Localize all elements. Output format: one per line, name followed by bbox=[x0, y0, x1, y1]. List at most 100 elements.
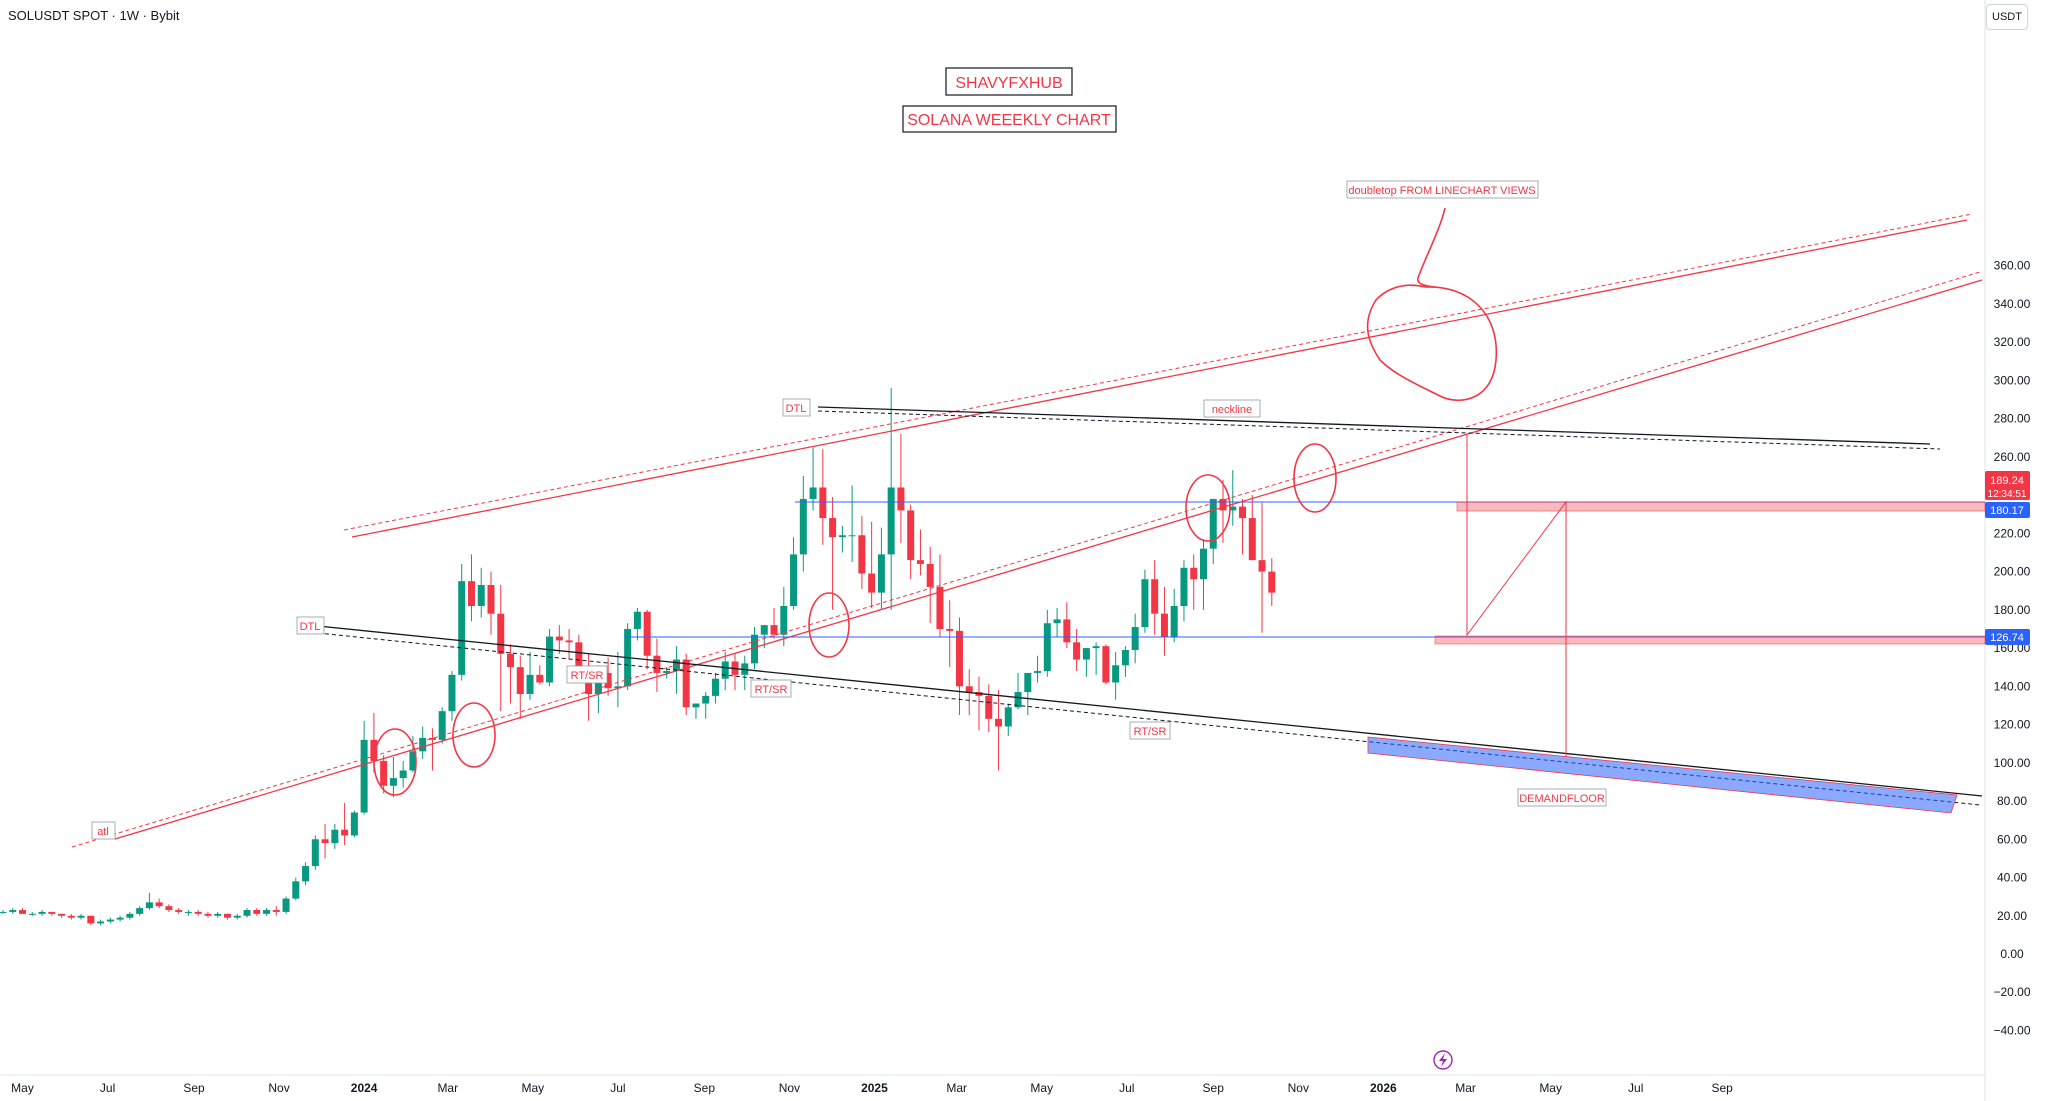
candle-body bbox=[155, 902, 163, 907]
candle bbox=[497, 584, 505, 712]
candle-body bbox=[985, 695, 993, 719]
candle bbox=[272, 906, 280, 916]
price-tick-label: 360.00 bbox=[1994, 259, 2031, 273]
candle bbox=[829, 497, 837, 610]
candle-body bbox=[428, 737, 436, 740]
lower-dtl-dashed-line bbox=[317, 632, 1981, 806]
candle-body bbox=[780, 606, 788, 635]
candle-body bbox=[9, 910, 17, 912]
candle-body bbox=[97, 921, 105, 924]
level-2-value: 126.74 bbox=[1990, 632, 2024, 644]
candle-body bbox=[965, 686, 973, 693]
candle-body bbox=[350, 812, 358, 836]
candle-body bbox=[819, 487, 827, 519]
candle-body bbox=[868, 573, 876, 593]
candle-body bbox=[1053, 619, 1061, 624]
candle bbox=[389, 757, 397, 798]
candle bbox=[409, 736, 417, 773]
candle-body bbox=[1170, 606, 1178, 637]
candle-body bbox=[1151, 579, 1159, 614]
candle-body bbox=[916, 560, 924, 564]
candle bbox=[1014, 672, 1022, 710]
candle bbox=[614, 651, 622, 708]
candle-body bbox=[1160, 613, 1168, 637]
price-tick-label: 40.00 bbox=[1997, 871, 2027, 885]
rtsr-label-1-box bbox=[566, 665, 608, 684]
price-tick-label: 200.00 bbox=[1994, 565, 2031, 579]
candle bbox=[1053, 607, 1061, 637]
candle bbox=[926, 546, 934, 624]
candle bbox=[428, 728, 436, 771]
candle bbox=[770, 607, 778, 639]
candle bbox=[1004, 703, 1012, 737]
candle-body bbox=[243, 910, 251, 916]
candle bbox=[282, 896, 290, 914]
candle bbox=[1141, 569, 1149, 633]
candle bbox=[1229, 470, 1237, 526]
candle bbox=[1170, 588, 1178, 643]
lower-channel-line bbox=[114, 279, 1983, 840]
currency-selector[interactable]: USDT bbox=[1986, 4, 2028, 30]
rtsr-label-1: RT/SR bbox=[571, 670, 604, 682]
candle-body bbox=[175, 910, 183, 912]
candle-body bbox=[497, 613, 505, 654]
candle bbox=[897, 433, 905, 543]
candle bbox=[350, 810, 358, 838]
circle-annotation-5 bbox=[1293, 443, 1337, 513]
time-tick-label: Sep bbox=[183, 1081, 205, 1095]
candle-body bbox=[663, 671, 671, 673]
candle bbox=[9, 908, 17, 914]
candle bbox=[1034, 655, 1042, 683]
time-tick-label: May bbox=[1539, 1081, 1562, 1095]
neckline-label-box bbox=[1203, 399, 1261, 418]
candle bbox=[253, 908, 261, 916]
candle bbox=[194, 910, 202, 916]
candle bbox=[38, 910, 46, 916]
candle-body bbox=[233, 915, 241, 918]
candle-body bbox=[1131, 627, 1139, 650]
candle-body bbox=[477, 584, 485, 607]
demandfloor-label: DEMANDFLOOR bbox=[1519, 793, 1605, 805]
candle-body bbox=[887, 487, 895, 555]
candle-body bbox=[565, 640, 573, 643]
candle-body bbox=[399, 770, 407, 779]
circle-annotation-4 bbox=[1185, 474, 1231, 542]
bolt-icon[interactable] bbox=[1433, 1050, 1453, 1070]
candle-body bbox=[702, 695, 710, 704]
time-tick-label: Nov bbox=[779, 1081, 800, 1095]
candle bbox=[136, 906, 144, 916]
candle-body bbox=[214, 913, 222, 916]
candle bbox=[516, 655, 524, 719]
candle bbox=[848, 485, 856, 563]
neckline-line bbox=[817, 406, 1931, 445]
candle bbox=[87, 915, 95, 926]
candle bbox=[692, 703, 700, 719]
candle-body bbox=[643, 611, 651, 656]
candle-body bbox=[1239, 506, 1247, 519]
candle-body bbox=[223, 913, 231, 918]
price-tick-label: 300.00 bbox=[1994, 373, 2031, 387]
candle-body bbox=[38, 911, 46, 914]
symbol-title: SOLUSDT SPOT · 1W · Bybit bbox=[8, 8, 180, 23]
time-tick-label: Jul bbox=[1628, 1081, 1643, 1095]
candle-body bbox=[594, 672, 602, 694]
candle bbox=[1248, 495, 1256, 561]
price-tick-label: 60.00 bbox=[1997, 832, 2027, 846]
candle bbox=[48, 911, 56, 916]
candle bbox=[809, 447, 817, 511]
candle-body bbox=[1199, 548, 1207, 580]
candle bbox=[858, 516, 866, 589]
candle bbox=[1024, 672, 1032, 715]
time-axis[interactable]: May Jul Sep Nov 2024 Mar May Jul Sep Nov 2025 Mar Ma… bbox=[11, 1081, 1733, 1095]
candle-body bbox=[790, 554, 798, 607]
chart-subtitle: SOLANA WEEEKLY CHART bbox=[907, 112, 1111, 129]
atl-label-box bbox=[91, 821, 116, 840]
candle bbox=[1043, 609, 1051, 677]
candle bbox=[555, 625, 563, 654]
price-axis[interactable]: −40.00 −20.00 0.00 20.00 40.00 60.00 80.00 100.… bbox=[1993, 259, 2030, 1038]
candle-body bbox=[58, 913, 66, 916]
candle bbox=[263, 908, 271, 916]
time-tick-label: Jul bbox=[1119, 1081, 1134, 1095]
candle bbox=[995, 690, 1003, 771]
